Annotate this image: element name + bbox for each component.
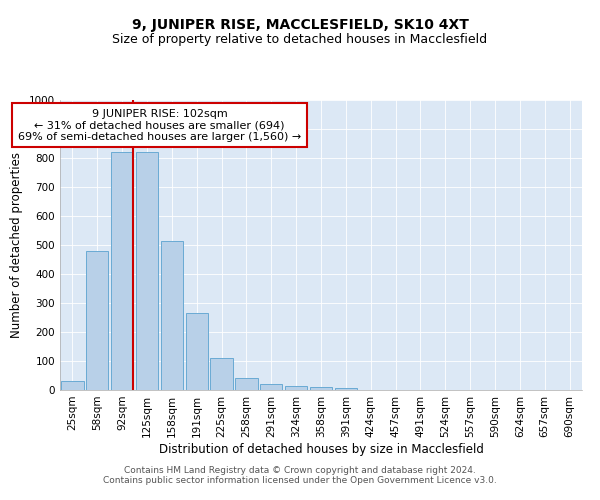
Bar [310,387,332,390]
Text: 9, JUNIPER RISE, MACCLESFIELD, SK10 4XT: 9, JUNIPER RISE, MACCLESFIELD, SK10 4XT [131,18,469,32]
Bar [260,384,283,390]
Y-axis label: Number of detached properties: Number of detached properties [10,152,23,338]
Text: Size of property relative to detached houses in Macclesfield: Size of property relative to detached ho… [112,32,488,46]
Bar [61,380,83,390]
Text: 9 JUNIPER RISE: 102sqm
← 31% of detached houses are smaller (694)
69% of semi-de: 9 JUNIPER RISE: 102sqm ← 31% of detached… [18,108,301,142]
Bar [235,378,257,390]
Bar [285,386,307,390]
Bar [185,313,208,390]
Bar [161,240,183,390]
Bar [335,388,357,390]
Bar [136,152,158,390]
Text: Contains HM Land Registry data © Crown copyright and database right 2024.
Contai: Contains HM Land Registry data © Crown c… [103,466,497,485]
Bar [86,252,109,390]
Bar [111,152,133,390]
Bar [211,358,233,390]
Text: Distribution of detached houses by size in Macclesfield: Distribution of detached houses by size … [158,442,484,456]
